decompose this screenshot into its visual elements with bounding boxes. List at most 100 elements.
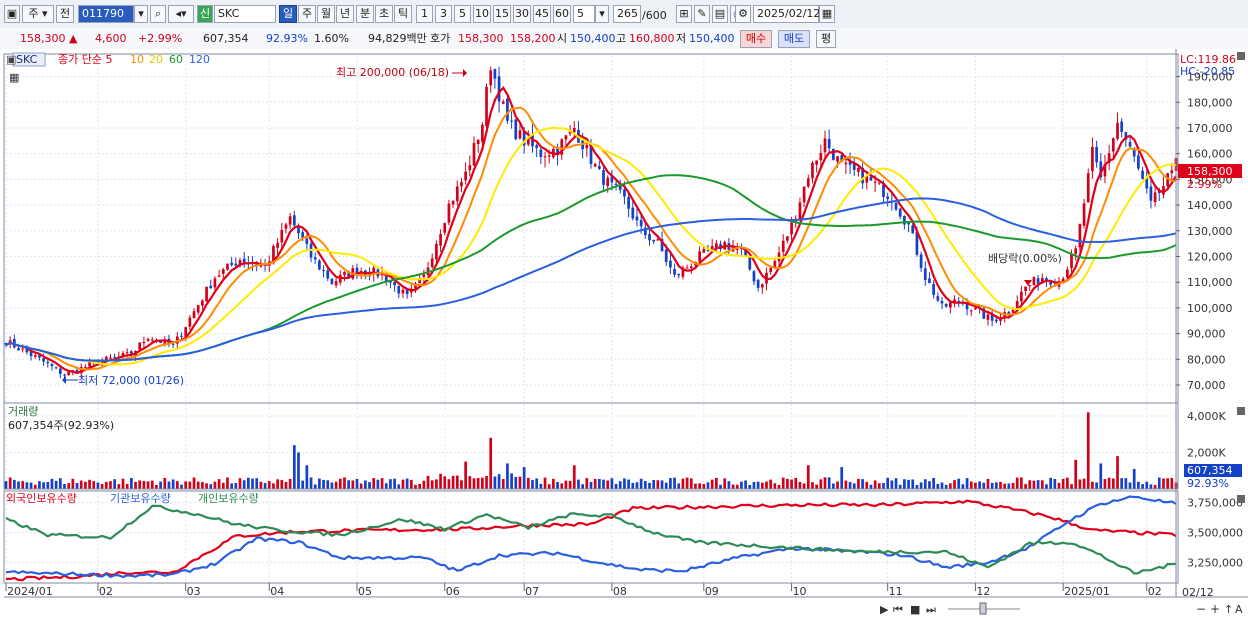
volume-bar: [267, 481, 271, 489]
volume-last-box: [1184, 464, 1242, 477]
volume-bar: [773, 483, 777, 489]
panel-close-icon[interactable]: [1237, 495, 1245, 503]
date-input[interactable]: 2025/02/12: [753, 5, 820, 23]
volume-bar: [397, 484, 401, 489]
period-second-button[interactable]: 초: [375, 5, 393, 23]
interval-30-button[interactable]: 30: [513, 5, 531, 23]
period-select[interactable]: 주 ▾: [22, 5, 54, 23]
candle: [1086, 168, 1090, 203]
prev-button[interactable]: 전: [56, 5, 74, 23]
period-day-button[interactable]: 일: [279, 5, 297, 23]
chart-type-icon[interactable]: ▣: [4, 5, 20, 23]
volume-bar: [13, 479, 16, 489]
interval-10-button[interactable]: 10: [473, 5, 491, 23]
volume-bar: [794, 477, 798, 489]
calendar-small-icon[interactable]: ▦: [9, 71, 19, 84]
volume-bar: [1040, 480, 1044, 489]
draw-icon[interactable]: ✎: [694, 5, 710, 23]
period-minute-button[interactable]: 분: [356, 5, 374, 23]
volume-bar: [435, 479, 438, 489]
holdings-legend-retail: 개인보유수량: [198, 492, 259, 505]
candle: [476, 139, 480, 153]
candle: [865, 170, 869, 190]
period-week-button[interactable]: 주: [298, 5, 316, 23]
volume-bar: [288, 478, 292, 489]
stock-name-field[interactable]: SKC: [214, 5, 276, 23]
lc-label: LC:119.86: [1180, 53, 1236, 66]
volume-title: 거래량: [8, 405, 38, 418]
panel-close-icon[interactable]: [1237, 52, 1245, 60]
volume-bar: [1082, 478, 1086, 489]
save-icon[interactable]: ▤: [712, 5, 728, 23]
eval-button[interactable]: 평: [816, 30, 836, 48]
speaker-icon[interactable]: ◂▾: [168, 5, 194, 23]
holdings-panel: [5, 495, 1177, 582]
volume-bar: [426, 475, 430, 489]
last-pct-label: 2.99%: [1187, 178, 1222, 191]
chart-axes: 2024/01 02 03 04 05 06 07 08 09 10 11 12 2025/01 02 19…: [3, 49, 1248, 598]
candle: [1107, 144, 1111, 171]
volume-bar: [180, 484, 183, 489]
volume-bar: [936, 483, 940, 489]
interval-1-button[interactable]: 1: [416, 5, 433, 23]
volume-bar: [205, 483, 208, 489]
interval-60-button[interactable]: 60: [553, 5, 571, 23]
volume-bar: [1099, 463, 1103, 489]
volume-bar: [631, 482, 635, 489]
code-dropdown-icon[interactable]: ▾: [134, 5, 148, 23]
candle: [514, 119, 518, 141]
volume-bar: [171, 479, 175, 489]
zoom-slider-handle[interactable]: [979, 602, 987, 615]
zoom-in-icon[interactable]: +: [1210, 602, 1220, 616]
bar-count-input[interactable]: 265: [613, 5, 641, 23]
open-label: 시: [557, 32, 568, 45]
volume-bar: [485, 475, 488, 489]
volume-bar: [38, 481, 41, 489]
candle: [1024, 286, 1027, 296]
gear-icon[interactable]: ⚙: [735, 5, 751, 23]
info-badge[interactable]: 신: [197, 5, 213, 23]
candle: [990, 308, 994, 327]
x-tick-label: 09: [705, 585, 719, 598]
candle: [334, 277, 338, 289]
volume-bar: [581, 484, 584, 489]
volume-bar: [982, 482, 986, 489]
candle: [292, 210, 296, 229]
interval-5-button[interactable]: 5: [454, 5, 471, 23]
stock-chart[interactable]: 2024/01 02 03 04 05 06 07 08 09 10 11 12 2025/01 02 19…: [0, 49, 1248, 621]
period-month-button[interactable]: 월: [317, 5, 335, 23]
interval-15-button[interactable]: 15: [493, 5, 511, 23]
calendar-icon[interactable]: ▦: [819, 5, 835, 23]
volume-bar: [890, 480, 894, 489]
font-icon[interactable]: A: [1235, 603, 1243, 616]
sell-button[interactable]: 매도: [778, 30, 810, 48]
first-icon[interactable]: ⏮: [893, 603, 903, 616]
interval-dropdown-icon[interactable]: ▾: [595, 5, 609, 23]
high-marker-arrow: [463, 69, 467, 77]
candle: [313, 252, 317, 264]
legend-ma5: 종가 단순 5: [58, 53, 112, 66]
zoom-out-icon[interactable]: −: [1196, 602, 1206, 616]
stop-icon[interactable]: ■: [910, 603, 920, 616]
volume-bar: [598, 478, 601, 489]
candle: [1036, 274, 1040, 291]
buy-button[interactable]: 매수: [740, 30, 772, 48]
interval-input[interactable]: 5: [573, 5, 595, 23]
last-icon[interactable]: ⏭: [926, 603, 936, 616]
period-tick-button[interactable]: 틱: [394, 5, 412, 23]
panel-close-icon[interactable]: [1237, 407, 1245, 415]
zoom-icon[interactable]: ⊞: [676, 5, 692, 23]
volume-bar: [21, 481, 25, 489]
interval-45-button[interactable]: 45: [533, 5, 551, 23]
volume-bar: [330, 482, 334, 489]
period-year-button[interactable]: 년: [336, 5, 354, 23]
up-arrow-icon[interactable]: ↑: [1224, 603, 1233, 616]
scroll-right-icon[interactable]: ▶: [880, 603, 889, 616]
interval-3-button[interactable]: 3: [435, 5, 452, 23]
stock-code-input[interactable]: 011790: [78, 5, 134, 23]
candle: [188, 314, 192, 330]
legend-ma60: 60: [169, 53, 183, 66]
candle: [501, 99, 505, 105]
volume-bar: [907, 479, 910, 489]
search-icon[interactable]: ⌕: [150, 5, 166, 23]
